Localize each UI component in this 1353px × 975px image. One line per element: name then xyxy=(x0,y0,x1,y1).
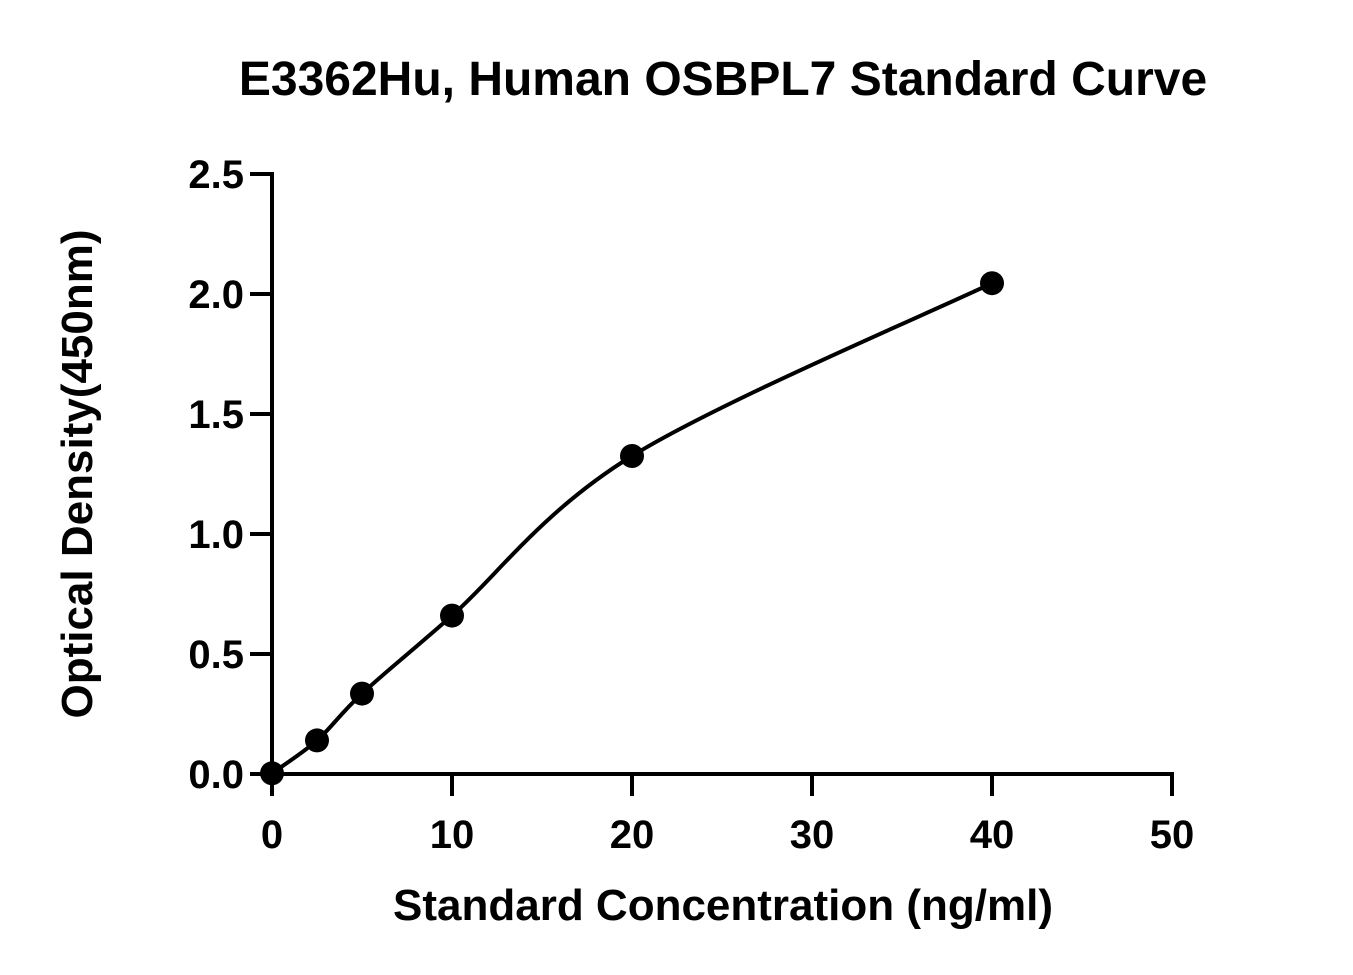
data-point xyxy=(260,761,284,786)
y-tick-label: 0.5 xyxy=(188,633,244,677)
x-tick-label: 50 xyxy=(1150,813,1195,857)
fit-curve xyxy=(270,281,993,775)
chart-title: E3362Hu, Human OSBPL7 Standard Curve xyxy=(239,53,1207,106)
x-axis-title: Standard Concentration (ng/ml) xyxy=(393,881,1053,930)
data-point xyxy=(980,271,1004,296)
x-tick-label: 10 xyxy=(430,813,475,857)
y-tick-label: 2.0 xyxy=(188,273,244,317)
y-tick-label: 1.0 xyxy=(188,513,244,557)
data-point xyxy=(305,728,329,753)
x-tick-label: 0 xyxy=(261,813,283,857)
data-point xyxy=(350,681,374,706)
x-tick-label: 40 xyxy=(970,813,1015,857)
y-tick-label: 1.5 xyxy=(188,393,244,437)
data-point xyxy=(440,603,464,628)
y-axis-title: Optical Density(450nm) xyxy=(53,229,102,718)
x-tick-label: 30 xyxy=(790,813,835,857)
y-tick-label: 2.5 xyxy=(188,153,244,197)
data-point xyxy=(620,444,644,468)
y-tick-label: 0.0 xyxy=(188,753,244,797)
x-tick-label: 20 xyxy=(610,813,655,857)
